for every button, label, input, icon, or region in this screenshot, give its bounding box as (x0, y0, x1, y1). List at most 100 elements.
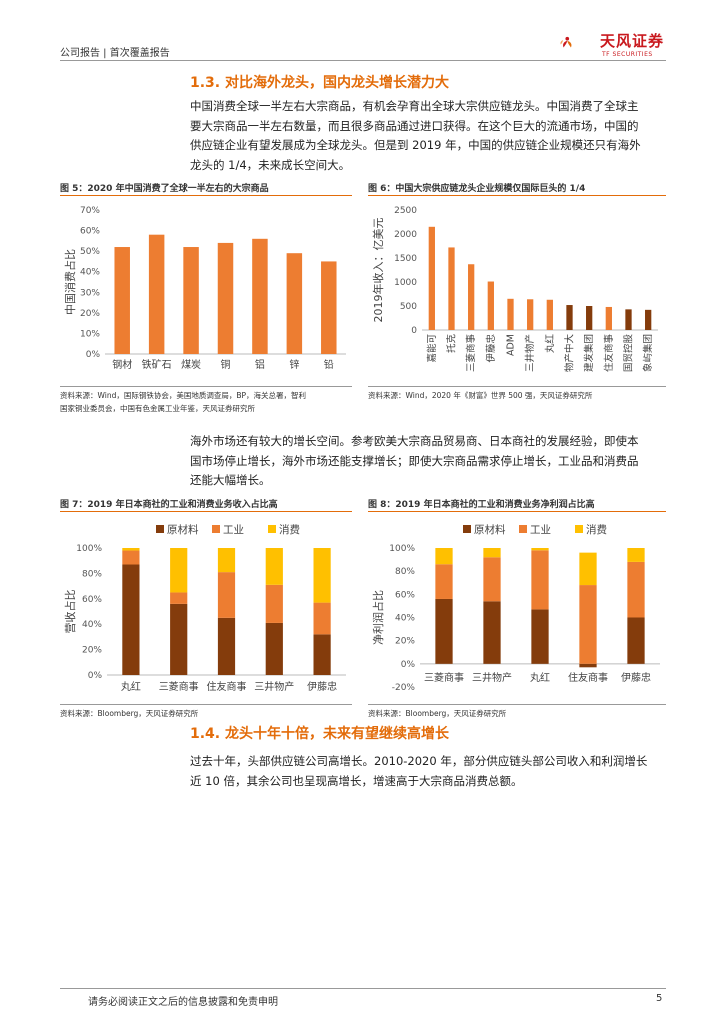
x-tick-label: 铜 (221, 359, 231, 371)
header-divider (60, 60, 666, 61)
fig8-source-rule (368, 704, 666, 705)
bar (286, 253, 303, 354)
page-number: 5 (656, 993, 663, 1004)
report-header: 公司报告 | 首次覆盖报告 (60, 48, 170, 59)
bar-segment (483, 557, 501, 602)
y-tick-label: 40% (395, 614, 415, 624)
paragraph-line: 中国消费全球一半左右大宗商品，有机会孕育出全球大宗供应链龙头。中国消费了全球主 (190, 99, 639, 113)
x-tick-label: 锌 (289, 358, 299, 371)
y-tick-label: 10% (80, 329, 100, 339)
y-tick-label: 70% (80, 206, 100, 216)
bar (468, 264, 475, 330)
x-tick-label: 伊藤忠 (485, 334, 497, 363)
source-line: 国家铜业委员会，中国有色金属工业年鉴，天风证券研究所 (60, 404, 255, 413)
y-tick-label: 2000 (394, 230, 417, 240)
y-tick-label: 500 (400, 302, 417, 312)
fig8-title-rule (368, 511, 666, 512)
y-axis-label: 净利润占比 (371, 590, 385, 645)
x-tick-label: 三井物产 (524, 334, 536, 372)
bar-segment (531, 609, 549, 664)
legend-label: 工业 (223, 524, 244, 536)
x-tick-label: 住友商事 (207, 680, 247, 693)
bar (183, 247, 199, 354)
y-axis-label: 中国消费占比 (63, 249, 77, 315)
bar (566, 305, 573, 330)
x-tick-label: 住友商事 (603, 334, 615, 373)
fig5-title-rule (60, 195, 352, 196)
x-tick-label: 嘉能可 (426, 334, 438, 363)
y-tick-label: 80% (82, 569, 102, 579)
bar (507, 298, 514, 330)
bar-segment (217, 617, 236, 675)
fig8-source: 资料来源：Bloomberg，天风证券研究所 (368, 709, 507, 718)
fig6-source-rule (368, 386, 666, 387)
fig8-title: 图 8：2019 年日本商社的工业和消费业务净利润占比高 (368, 500, 595, 510)
legend-label: 工业 (530, 524, 551, 536)
legend-label: 原材料 (167, 523, 199, 536)
bar (428, 226, 435, 330)
x-tick-label: 国贸控股 (623, 334, 635, 373)
x-tick-label: 伊藤忠 (621, 672, 651, 684)
bar-segment (313, 548, 331, 603)
bar (546, 299, 553, 330)
bar-segment (170, 603, 188, 675)
y-tick-label: 20% (82, 646, 102, 656)
x-tick-label: 象屿集团 (642, 334, 654, 372)
bar-segment (217, 548, 236, 573)
y-tick-label: 0% (88, 671, 103, 681)
logo-text: 天风证券 (600, 32, 665, 50)
bar-segment (122, 550, 140, 565)
x-tick-label: 物产中大 (564, 334, 576, 373)
footer-disclaimer: 请务必阅读正文之后的信息披露和免责申明 (88, 997, 278, 1008)
x-tick-label: 铅 (324, 358, 334, 371)
x-tick-label: 三菱商事 (159, 680, 199, 693)
bar (625, 309, 632, 330)
paragraph-line: 海外市场还有较大的增长空间。参考欧美大宗商品贸易商、日本商社的发展经验，即使本 (190, 434, 639, 448)
x-tick-label: 铁矿石 (142, 358, 172, 371)
y-tick-label: 60% (395, 590, 415, 600)
y-tick-label: 0% (86, 350, 101, 360)
bar-segment (217, 572, 236, 618)
bar-segment (435, 548, 453, 565)
x-tick-label: 托克 (446, 334, 458, 354)
y-tick-label: 0% (401, 660, 416, 670)
y-tick-label: 2500 (394, 206, 417, 216)
logo-subtext: TF SECURITIES (602, 51, 653, 58)
legend-label: 原材料 (474, 523, 506, 536)
fig5-source: 资料来源：Wind，国际钢铁协会，美国地质调查局，BP，海关总署，智利 国家铜业… (60, 389, 306, 415)
y-axis-label: 2019年收入：亿美元 (371, 218, 385, 323)
bar-segment (627, 617, 645, 664)
legend-label: 消费 (279, 523, 300, 536)
bar (114, 247, 130, 354)
y-tick-label: 1500 (394, 254, 417, 264)
source-line: 资料来源：Wind，2020 年《财富》世界 500 强，天风证券研究所 (368, 391, 593, 400)
legend-swatch (575, 525, 583, 533)
bar-segment (579, 552, 597, 586)
y-tick-label: -20% (392, 683, 416, 693)
bar-segment (627, 548, 645, 562)
y-tick-label: 50% (80, 247, 100, 257)
y-tick-label: 100% (76, 544, 102, 554)
fig7-source-rule (60, 704, 352, 705)
x-tick-label: 建发集团 (583, 334, 595, 372)
fig6-title: 图 6：中国大宗供应链龙头企业规模仅国际巨头的 1/4 (368, 184, 586, 194)
footer-divider (60, 988, 666, 989)
y-tick-label: 20% (395, 637, 415, 647)
bar (252, 238, 268, 354)
bar (487, 281, 494, 330)
x-tick-label: 煤炭 (181, 358, 201, 371)
fig7-source: 资料来源：Bloomberg，天风证券研究所 (60, 709, 199, 718)
x-tick-label: 三菱商事 (465, 334, 477, 373)
bar-segment (483, 548, 501, 558)
section-1-3-paragraph: 中国消费全球一半左右大宗商品，有机会孕育出全球大宗供应链龙头。中国消费了全球主 … (190, 97, 668, 175)
bar-segment (531, 550, 549, 610)
bar-segment (122, 564, 140, 675)
bar-segment (531, 548, 549, 551)
bar (605, 306, 612, 330)
bar (645, 309, 652, 330)
paragraph-line: 龙头的 1/4，未来成长空间大。 (190, 157, 351, 172)
fig7-chart: 0% 20% 40% 60% 80% 100% 营收占比 原材料 工业 消费丸红 三菱商事 住友商事三… (63, 523, 346, 693)
section-title-1-4: 1.4. 龙头十年十倍，未来有望继续高增长 (190, 726, 449, 742)
